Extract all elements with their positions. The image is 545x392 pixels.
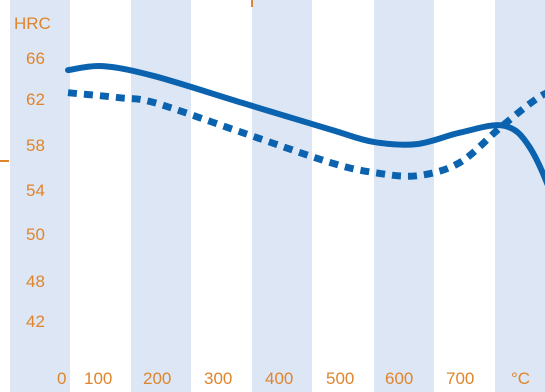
grid-band xyxy=(495,0,545,392)
y-tick-label: 42 xyxy=(26,312,45,331)
series-line-solid xyxy=(65,62,545,187)
grid-band xyxy=(374,0,434,392)
decorations xyxy=(0,0,253,162)
x-tick-label: 500 xyxy=(326,369,354,388)
y-tick-label: 58 xyxy=(26,136,45,155)
x-tick-label: 0 xyxy=(57,369,66,388)
grid-band xyxy=(252,0,312,392)
x-axis-title: °C xyxy=(511,369,530,388)
y-tick-label: 50 xyxy=(26,225,45,244)
grid-band xyxy=(131,0,191,392)
y-tick-label: 54 xyxy=(26,181,45,200)
x-tick-label: 600 xyxy=(385,369,413,388)
y-tick-labels: HRC 66 62 58 54 50 48 42 xyxy=(14,14,51,331)
series-line-dotted xyxy=(67,89,545,180)
x-tick-label: 100 xyxy=(84,369,112,388)
grid-band xyxy=(10,0,70,392)
x-tick-labels: 0 100 200 300 400 500 600 700 °C xyxy=(57,369,530,388)
accent-mark-top xyxy=(251,0,253,7)
y-tick-label: 62 xyxy=(26,90,45,109)
x-tick-label: 300 xyxy=(204,369,232,388)
grid-bands xyxy=(10,0,545,392)
y-tick-label: 66 xyxy=(26,49,45,68)
y-tick-label: 48 xyxy=(26,272,45,291)
series-group xyxy=(65,62,545,187)
accent-mark-left xyxy=(0,160,9,162)
y-axis-title: HRC xyxy=(14,14,51,33)
x-tick-label: 200 xyxy=(143,369,171,388)
x-tick-label: 400 xyxy=(265,369,293,388)
x-tick-label: 700 xyxy=(446,369,474,388)
